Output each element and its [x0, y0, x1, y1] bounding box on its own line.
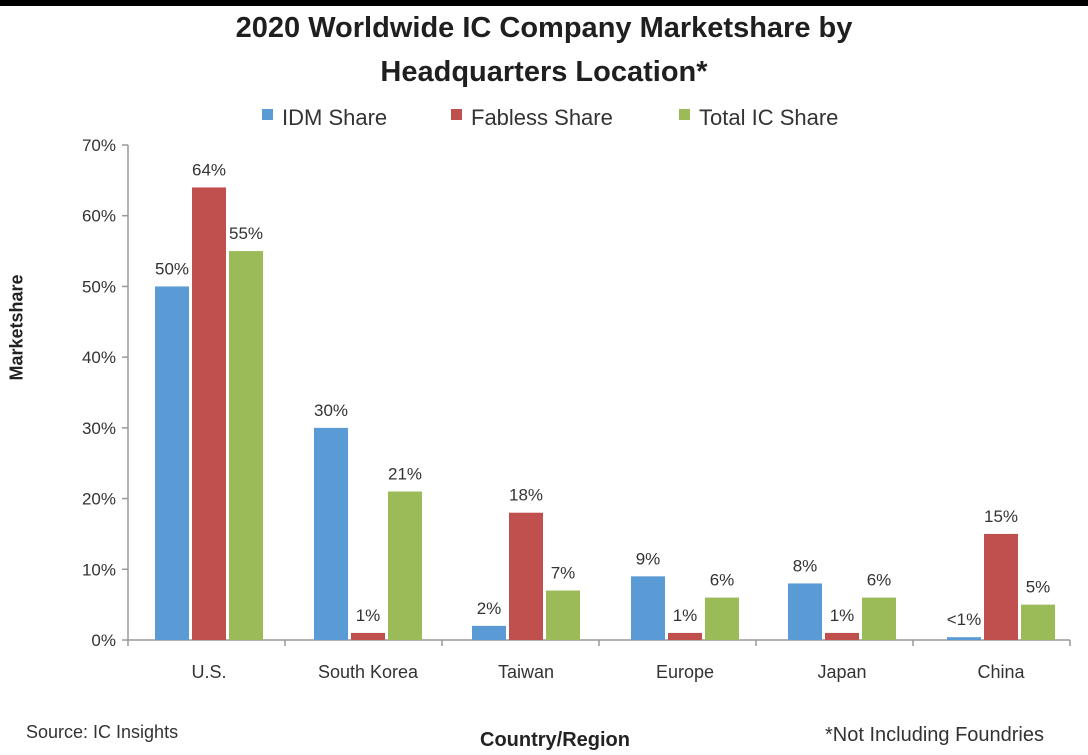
bar-5-2: [825, 632, 859, 640]
value-label-4-1: 9%: [636, 549, 661, 568]
value-label-4-3: 6%: [710, 571, 735, 590]
bar-6-2: [984, 533, 1018, 640]
y-tick-label-2: 20%: [82, 490, 116, 509]
y-tick-label-0: 0%: [91, 631, 116, 650]
value-label-2-3: 21%: [388, 465, 422, 484]
value-label-6-2: 15%: [984, 507, 1018, 526]
legend-swatch-3: [679, 109, 690, 120]
category-label-1: U.S.: [191, 662, 226, 682]
bar-6-1: [947, 637, 981, 640]
bar-2-3: [388, 491, 422, 640]
value-label-6-1: <1%: [947, 610, 982, 629]
value-label-5-3: 6%: [867, 571, 892, 590]
value-label-3-1: 2%: [477, 599, 502, 618]
top-border: [0, 0, 1088, 6]
bar-3-2: [509, 512, 543, 640]
y-tick-label-7: 70%: [82, 136, 116, 155]
bar-2-1: [314, 427, 348, 640]
value-label-1-1: 50%: [155, 259, 189, 278]
category-label-6: China: [977, 662, 1025, 682]
bar-1-3: [229, 251, 263, 641]
bar-3-3: [546, 590, 580, 640]
value-label-4-2: 1%: [673, 606, 698, 625]
chart-title-line-1: 2020 Worldwide IC Company Marketshare by: [235, 12, 853, 44]
y-tick-label-3: 30%: [82, 419, 116, 438]
chart-title: 2020 Worldwide IC Company Marketshare by…: [0, 6, 1088, 94]
bar-4-1: [631, 576, 665, 640]
chart-title-line-2: Headquarters Location*: [380, 56, 708, 88]
legend-label-3: Total IC Share: [699, 105, 838, 130]
bar-1-2: [192, 187, 226, 640]
y-tick-label-4: 40%: [82, 348, 116, 367]
value-label-1-3: 55%: [229, 224, 263, 243]
y-axis-title: Marketshare: [6, 274, 27, 381]
x-axis-title: Country/Region: [480, 729, 630, 751]
value-label-3-2: 18%: [509, 486, 543, 505]
bar-4-3: [705, 597, 739, 640]
source-note: Source: IC Insights: [26, 722, 179, 742]
y-tick-label-6: 60%: [82, 207, 116, 226]
value-label-2-2: 1%: [356, 606, 381, 625]
legend-swatch-2: [451, 109, 462, 120]
value-label-2-1: 30%: [314, 401, 348, 420]
legend-label-2: Fabless Share: [471, 105, 613, 130]
value-label-6-3: 5%: [1026, 578, 1051, 597]
foundries-footnote: *Not Including Foundries: [824, 724, 1044, 746]
category-label-5: Japan: [817, 662, 866, 682]
value-label-1-2: 64%: [192, 160, 226, 179]
value-label-5-1: 8%: [793, 556, 818, 575]
bar-1-1: [155, 286, 189, 640]
value-label-5-2: 1%: [830, 606, 855, 625]
y-tick-label-5: 50%: [82, 277, 116, 296]
category-label-2: South Korea: [318, 662, 419, 682]
category-label-4: Europe: [656, 662, 714, 682]
y-tick-label-1: 10%: [82, 560, 116, 579]
legend-swatch-1: [262, 109, 273, 120]
bar-6-3: [1021, 604, 1055, 640]
bar-2-2: [351, 632, 385, 640]
bar-5-1: [788, 583, 822, 640]
legend-label-1: IDM Share: [282, 105, 387, 130]
bar-4-2: [668, 632, 702, 640]
bar-5-3: [862, 597, 896, 640]
bar-3-1: [472, 625, 506, 640]
category-label-3: Taiwan: [498, 662, 554, 682]
value-label-3-3: 7%: [551, 564, 576, 583]
